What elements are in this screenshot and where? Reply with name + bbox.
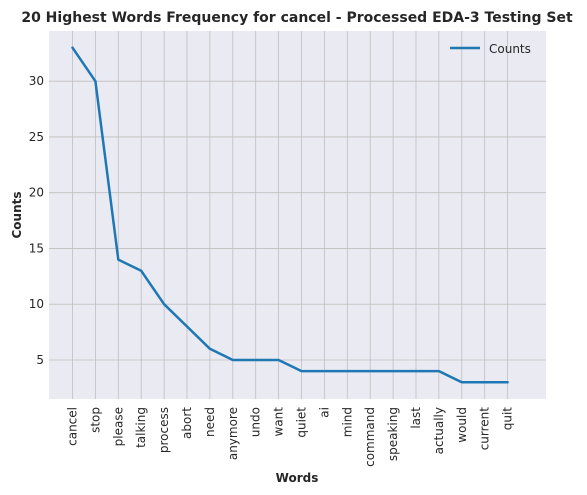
x-tick-label: current [478, 407, 492, 451]
y-tick-label: 15 [29, 241, 44, 255]
y-tick-label: 30 [29, 74, 44, 88]
legend-label: Counts [489, 42, 531, 56]
x-tick-label: undo [249, 407, 263, 437]
x-tick-label: need [203, 407, 217, 437]
x-tick-label: quit [501, 407, 515, 431]
x-tick-label: cancel [66, 407, 80, 446]
chart-title: 20 Highest Words Frequency for cancel - … [21, 10, 573, 26]
series-layer [71, 46, 509, 384]
x-tick-label: mind [340, 407, 354, 437]
x-tick-label: ai [317, 407, 331, 418]
x-tick-label: want [272, 407, 286, 437]
x-tick-label: last [409, 407, 423, 429]
series-line-counts [71, 46, 509, 384]
x-tick-label: stop [88, 407, 102, 433]
y-axis-title: Counts [10, 191, 24, 238]
legend: Counts [450, 42, 531, 56]
y-tick-label: 5 [36, 353, 44, 367]
x-tick-labels: cancel stop please talking process abort need a… [66, 407, 515, 467]
x-tick-label: would [455, 407, 469, 443]
y-tick-label: 10 [29, 297, 44, 311]
x-tick-label: command [363, 407, 377, 467]
x-tick-label: speaking [386, 407, 400, 461]
x-tick-label: actually [432, 407, 446, 454]
x-tick-label: please [111, 407, 125, 446]
x-tick-label: anymore [226, 407, 240, 460]
x-tick-label: process [157, 407, 171, 453]
y-tick-label: 25 [29, 130, 44, 144]
y-grid [49, 80, 546, 361]
x-grid [72, 31, 509, 399]
x-tick-label: quiet [295, 407, 309, 438]
x-axis-title: Words [276, 471, 319, 485]
x-tick-label: abort [180, 407, 194, 439]
y-tick-label: 20 [29, 186, 44, 200]
plot-area [49, 31, 546, 399]
x-tick-label: talking [134, 407, 148, 448]
y-tick-labels: 5 10 15 20 25 30 [29, 74, 44, 367]
